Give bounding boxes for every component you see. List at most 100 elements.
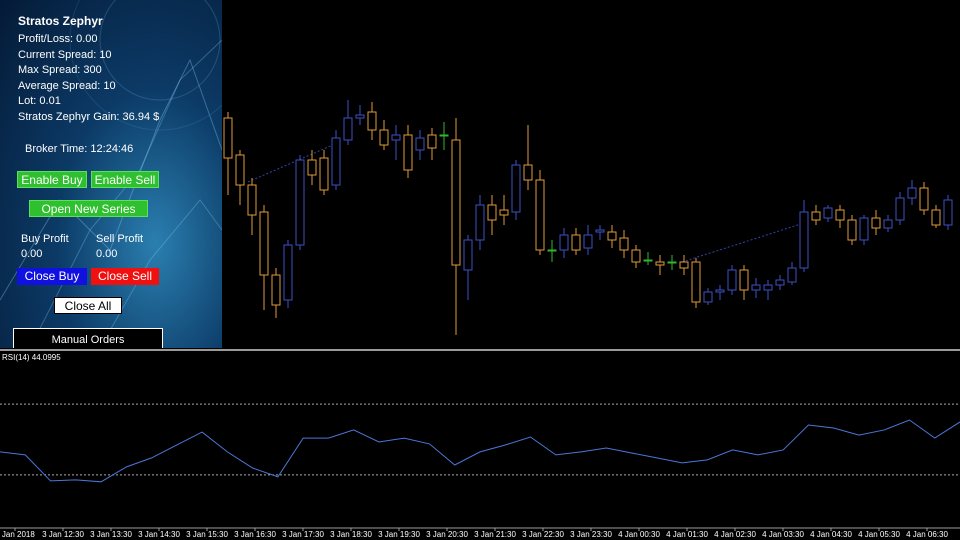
candle-body bbox=[943, 199, 953, 226]
enable-sell-button[interactable]: Enable Sell bbox=[91, 171, 159, 188]
candle-body bbox=[487, 204, 497, 221]
open-series-button[interactable]: Open New Series bbox=[29, 200, 148, 217]
candle-body bbox=[571, 234, 581, 251]
candle-body bbox=[559, 234, 569, 251]
candle-body bbox=[379, 129, 389, 146]
candle-body bbox=[667, 261, 677, 264]
stat-line: Lot: 0.01 bbox=[18, 95, 61, 107]
candle-body bbox=[223, 117, 233, 159]
time-label: 3 Jan 17:30 bbox=[282, 530, 324, 539]
candle-body bbox=[331, 137, 341, 186]
time-label: 4 Jan 05:30 bbox=[858, 530, 900, 539]
candle-body bbox=[787, 267, 797, 283]
stat-line: Average Spread: 10 bbox=[18, 79, 116, 92]
candle-body bbox=[271, 274, 281, 306]
broker-time: Broker Time: 12:24:46 bbox=[25, 143, 134, 155]
candle-body bbox=[703, 291, 713, 303]
time-label: 3 Jan 21:30 bbox=[474, 530, 516, 539]
time-label: 3 Jan 20:30 bbox=[426, 530, 468, 539]
candle-body bbox=[583, 234, 593, 249]
time-label: 3 Jan 2018 bbox=[0, 530, 35, 539]
time-label: 3 Jan 14:30 bbox=[138, 530, 180, 539]
candle-body bbox=[751, 284, 761, 291]
rsi-label: RSI(14) 44.0995 bbox=[2, 353, 61, 362]
candle-body bbox=[835, 209, 845, 221]
candle-body bbox=[439, 134, 449, 137]
time-label: 4 Jan 00:30 bbox=[618, 530, 660, 539]
close-buy-button[interactable]: Close Buy bbox=[17, 268, 87, 285]
candle-body bbox=[811, 211, 821, 221]
sell-profit-value: 0.00 bbox=[96, 248, 118, 260]
candle-body bbox=[595, 229, 605, 233]
buy-profit-label: Buy Profit bbox=[21, 233, 69, 245]
candle-body bbox=[427, 134, 437, 149]
candle-body bbox=[859, 217, 869, 241]
time-label: 4 Jan 01:30 bbox=[666, 530, 708, 539]
time-label: 3 Jan 18:30 bbox=[330, 530, 372, 539]
candle-body bbox=[367, 111, 377, 131]
stat-line: Max Spread: 300 bbox=[18, 64, 102, 76]
candle-body bbox=[259, 211, 269, 276]
time-label: 4 Jan 03:30 bbox=[762, 530, 804, 539]
candle-body bbox=[307, 159, 317, 176]
candle-body bbox=[679, 261, 689, 269]
time-label: 4 Jan 04:30 bbox=[810, 530, 852, 539]
candle-body bbox=[319, 157, 329, 191]
manual-orders-tab[interactable]: Manual Orders bbox=[13, 328, 163, 348]
candle-body bbox=[511, 164, 521, 213]
candle-body bbox=[475, 204, 485, 241]
close-all-button[interactable]: Close All bbox=[54, 297, 122, 314]
candle-body bbox=[499, 209, 509, 216]
candle-body bbox=[415, 137, 425, 151]
time-label: 3 Jan 23:30 bbox=[570, 530, 612, 539]
candle-body bbox=[235, 154, 245, 186]
candle-body bbox=[871, 217, 881, 229]
panel-title: Stratos Zephyr bbox=[18, 14, 103, 28]
candle-body bbox=[295, 159, 305, 246]
candle-body bbox=[547, 249, 557, 252]
stat-line: Profit/Loss: 0.00 bbox=[18, 33, 98, 45]
candle-body bbox=[403, 134, 413, 171]
candle-body bbox=[931, 209, 941, 226]
close-sell-button[interactable]: Close Sell bbox=[91, 268, 159, 285]
trade-link bbox=[681, 222, 805, 263]
candle-body bbox=[763, 284, 773, 291]
candle-body bbox=[739, 269, 749, 291]
candle-body bbox=[715, 289, 725, 293]
stat-line: Current Spread: 10 bbox=[18, 48, 112, 61]
time-label: 3 Jan 16:30 bbox=[234, 530, 276, 539]
enable-buy-button[interactable]: Enable Buy bbox=[17, 171, 87, 188]
sell-profit-label: Sell Profit bbox=[96, 233, 144, 245]
candle-body bbox=[895, 197, 905, 221]
candle-body bbox=[451, 139, 461, 266]
time-label: 4 Jan 02:30 bbox=[714, 530, 756, 539]
candle-body bbox=[643, 259, 653, 262]
time-label: 4 Jan 06:30 bbox=[906, 530, 948, 539]
candle-body bbox=[343, 117, 353, 141]
candle-body bbox=[919, 187, 929, 211]
candle-body bbox=[535, 179, 545, 251]
buy-profit-value: 0.00 bbox=[21, 248, 43, 260]
control-panel: Stratos Zephyr Profit/Loss: 0.00 Current … bbox=[0, 0, 222, 348]
time-label: 3 Jan 19:30 bbox=[378, 530, 420, 539]
candle-body bbox=[847, 219, 857, 241]
time-label: 3 Jan 12:30 bbox=[42, 530, 84, 539]
time-label: 3 Jan 22:30 bbox=[522, 530, 564, 539]
candle-body bbox=[619, 237, 629, 251]
candle-body bbox=[391, 134, 401, 141]
candle-body bbox=[655, 261, 665, 266]
candle-body bbox=[283, 244, 293, 301]
candle-body bbox=[355, 114, 365, 119]
stat-line: Stratos Zephyr Gain: 36.94 $ bbox=[18, 110, 160, 123]
candle-body bbox=[823, 207, 833, 219]
candle-body bbox=[523, 164, 533, 181]
candle-body bbox=[463, 239, 473, 271]
candle-body bbox=[883, 219, 893, 229]
time-label: 3 Jan 13:30 bbox=[90, 530, 132, 539]
candle-body bbox=[247, 184, 257, 216]
candle-body bbox=[691, 261, 701, 303]
candle-body bbox=[607, 231, 617, 241]
